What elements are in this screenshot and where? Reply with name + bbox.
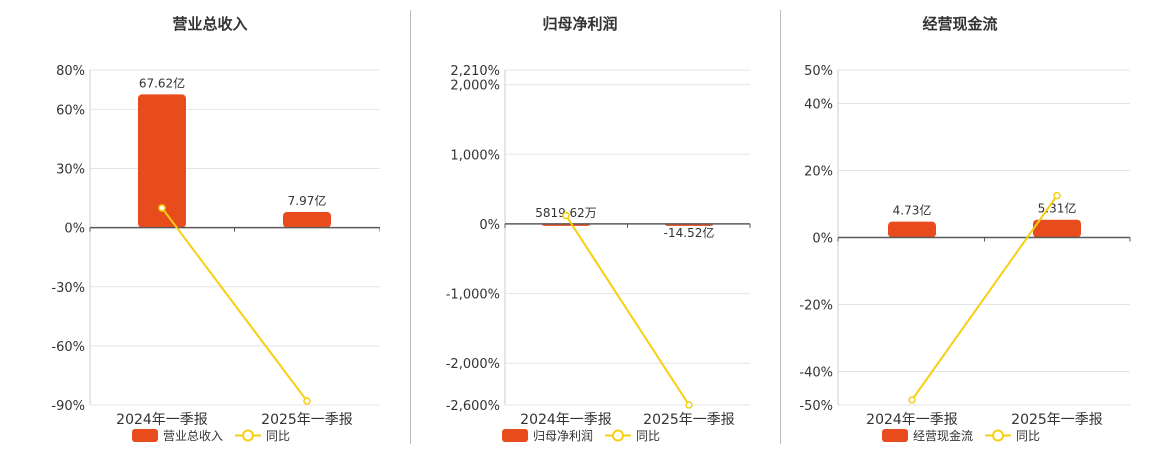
yoy-point	[1053, 191, 1061, 200]
yoy-point	[685, 401, 693, 409]
chart-panel-net-profit: 归母净利润 2,210% 2,000% 1,000% 0% -1,000% -2,000% -…	[390, 0, 770, 450]
yoy-point	[158, 204, 166, 212]
bar-value-label: 5.31亿	[1038, 201, 1077, 216]
y-tick-label: -20%	[799, 299, 833, 314]
yoy-line	[161, 207, 308, 402]
chart-title: 归母净利润	[542, 15, 617, 33]
y-tick-label: 60%	[56, 103, 85, 118]
legend-bar-label: 营业总收入	[163, 429, 223, 443]
y-tick-label: 20%	[804, 165, 833, 180]
panel-divider	[780, 10, 781, 444]
panel-divider	[410, 10, 411, 444]
y-tick-label: -30%	[51, 281, 85, 296]
legend-line-label: 同比	[636, 429, 660, 443]
bar	[138, 94, 186, 228]
y-tick-label: 0%	[479, 218, 500, 233]
bar-value-label: 7.97亿	[288, 193, 327, 208]
bar	[283, 211, 331, 228]
legend-line-marker	[242, 429, 254, 442]
y-tick-label: 50%	[804, 64, 833, 79]
y-tick-label: -2,600%	[446, 399, 500, 414]
x-category-label: 2024年一季报	[866, 412, 958, 428]
chart-title: 经营现金流	[922, 15, 997, 33]
y-tick-label: -60%	[51, 340, 85, 355]
yoy-point	[908, 396, 916, 404]
bar-value-label: 4.73亿	[893, 203, 932, 218]
legend-bar-swatch	[882, 429, 908, 442]
x-category-label: 2024年一季报	[520, 412, 612, 428]
yoy-line	[911, 195, 1058, 401]
cash-flow-chart: 经营现金流 50% 40% 20% 0% -20% -40% -50% 4.73亿 5.31亿 20…	[799, 15, 1131, 443]
y-tick-label: 40%	[804, 98, 833, 113]
net-profit-chart: 归母净利润 2,210%2,000% 1,000% 0% -1,000% -2,000% -…	[446, 15, 751, 443]
yoy-point	[562, 211, 570, 220]
y-tick-label: 2,210%	[450, 64, 500, 79]
legend-line-label: 同比	[1016, 429, 1040, 443]
legend-bar-swatch	[132, 429, 158, 442]
y-tick-label: 0%	[64, 222, 85, 237]
chart-panel-revenue: 营业总收入 80% 60% 30% 0% -30% -60% -90% 67.62亿 7.97亿 2…	[0, 0, 381, 450]
legend-bar-label: 归母净利润	[533, 429, 593, 443]
bar	[888, 221, 936, 238]
x-category-label: 2025年一季报	[1011, 412, 1103, 428]
y-tick-label: -50%	[799, 399, 833, 414]
y-tick-label: 0%	[812, 232, 833, 247]
y-tick-label: 80%	[56, 64, 85, 79]
y-tick-label: -90%	[51, 399, 85, 414]
x-category-label: 2024年一季报	[116, 412, 208, 428]
y-tick-label: 30%	[56, 163, 85, 178]
legend-line-label: 同比	[266, 429, 290, 443]
revenue-chart: 营业总收入 80% 60% 30% 0% -30% -60% -90% 67.62亿 7.97亿 2…	[51, 15, 381, 443]
legend-bar-label: 经营现金流	[913, 428, 973, 443]
legend-line-marker	[992, 429, 1004, 442]
yoy-point	[303, 397, 311, 405]
bar-value-label: 67.62亿	[139, 75, 185, 90]
legend-line-marker	[612, 429, 624, 442]
y-tick-label: -40%	[799, 366, 833, 381]
bar-value-label: -14.52亿	[664, 225, 715, 240]
yoy-line	[565, 215, 690, 406]
chart-title: 营业总收入	[172, 15, 247, 33]
chart-panel-cash-flow: 经营现金流 50% 40% 20% 0% -20% -40% -50% 4.73亿 5.31亿 20…	[780, 0, 1160, 450]
y-tick-label: -1,000%	[446, 288, 500, 303]
x-category-label: 2025年一季报	[643, 412, 735, 428]
legend-bar-swatch	[502, 429, 528, 442]
y-tick-label: -2,000%	[446, 357, 500, 372]
bar	[1033, 219, 1081, 238]
x-category-label: 2025年一季报	[261, 412, 353, 428]
y-tick-label: 1,000%	[450, 148, 500, 163]
y-tick-label: 2,000%	[450, 79, 500, 94]
